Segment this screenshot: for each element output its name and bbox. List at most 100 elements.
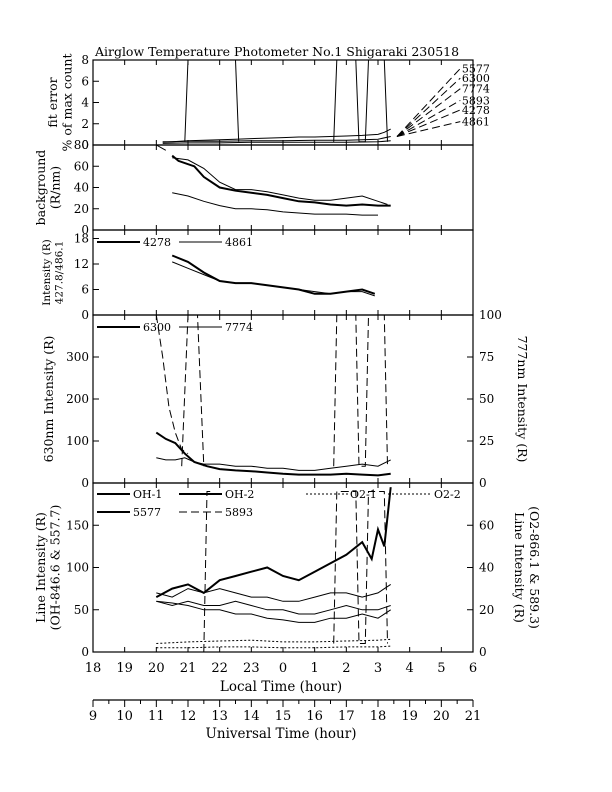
red-legend: 6300 7774 bbox=[97, 321, 253, 334]
red-ytick-right-label-3: 75 bbox=[479, 350, 494, 364]
fit-ytick-label-3: 6 bbox=[81, 74, 89, 88]
line-legend-label-5: 5577 bbox=[133, 506, 161, 519]
fit-ytick-label-1: 2 bbox=[81, 117, 89, 131]
line-ylabel-right: Line Intensity (R) bbox=[512, 512, 527, 623]
background-ytick-label-3: 60 bbox=[74, 159, 89, 173]
line-series-1-line bbox=[155, 487, 392, 598]
fit-fan-label-6: 4861 bbox=[462, 116, 490, 129]
red-series-1-line bbox=[155, 431, 391, 477]
line-ylabel-right-sub: (O2-866.1 & 589.3) bbox=[527, 506, 542, 629]
fit-ylabel-sub: % of max count bbox=[60, 54, 75, 152]
fit-fan-label-1: 5577 bbox=[462, 63, 490, 76]
fit-ytick-label-4: 8 bbox=[81, 53, 89, 67]
line-ytick-right-label-2: 40 bbox=[479, 561, 494, 575]
line-ytick-right-label-3: 60 bbox=[479, 518, 494, 532]
local-time-axis: 18 19 20 21 22 23 0 1 2 3 4 5 6 bbox=[85, 661, 477, 676]
ratio-ylabel-sub: 427.8/486.1 bbox=[54, 241, 66, 305]
local-time-axis-label: Local Time (hour) bbox=[220, 679, 342, 695]
fit-series-3-line bbox=[162, 140, 391, 144]
fit-series-1-line bbox=[162, 128, 391, 143]
fit-fan-label-2: 6300 bbox=[462, 72, 490, 85]
line-ytick-label-2: 100 bbox=[66, 561, 89, 575]
ut-tick-label-8: 17 bbox=[338, 709, 355, 724]
fit-fan-series-5-line bbox=[396, 109, 461, 137]
red-series bbox=[155, 315, 391, 477]
fit-fan-label-4: 5893 bbox=[462, 94, 490, 107]
fit-series-4-line bbox=[184, 60, 240, 142]
red-legend-label-2: 7774 bbox=[225, 321, 253, 334]
fit-fan-series-4-line bbox=[396, 99, 461, 137]
line-ytick-right-label-0: 0 bbox=[479, 645, 487, 659]
background-frame bbox=[92, 144, 474, 231]
local-tick-label-3: 21 bbox=[180, 661, 197, 676]
local-tick-label-1: 19 bbox=[116, 661, 133, 676]
ut-tick-label-3: 12 bbox=[180, 709, 197, 724]
panel-fit: 0 2 4 6 8 fit error% of max count 557763007774… bbox=[45, 53, 490, 159]
ut-tick-label-1: 10 bbox=[116, 709, 133, 724]
red-ytick-right-label-2: 50 bbox=[479, 392, 494, 406]
ratio-series bbox=[171, 254, 376, 297]
ratio-legend-label-2: 4861 bbox=[225, 236, 253, 249]
red-series-3-line bbox=[155, 315, 189, 455]
fit-series bbox=[162, 60, 393, 159]
ut-tick-label-2: 11 bbox=[148, 709, 165, 724]
ut-tick-label-5: 14 bbox=[243, 709, 260, 724]
line-legend: OH-1 OH-2 O2-1 O2-2 5577 5893 bbox=[97, 488, 461, 519]
panel-background: 0 20 40 60 80 background (R/nm) bbox=[33, 138, 474, 237]
background-series-3-line bbox=[172, 192, 378, 216]
fit-fan-label-3: 7774 bbox=[462, 83, 490, 96]
ut-tick-label-12: 21 bbox=[465, 709, 482, 724]
red-legend-label-1: 6300 bbox=[143, 321, 171, 334]
ut-tick-label-11: 20 bbox=[433, 709, 450, 724]
fit-fan-series-2-line bbox=[396, 77, 461, 137]
line-legend-label-2: OH-2 bbox=[225, 488, 254, 501]
chart-title: Airglow Temperature Photometer No.1 Shig… bbox=[94, 44, 459, 59]
line-series-7-line bbox=[203, 491, 211, 652]
line-legend-label-4: O2-2 bbox=[434, 488, 461, 501]
fit-fan-series-1-line bbox=[396, 68, 461, 137]
line-series-2-line bbox=[156, 583, 391, 602]
red-ytick-right-label-4: 100 bbox=[479, 308, 502, 322]
fit-ytick-label-0: 0 bbox=[81, 138, 89, 152]
line-legend-label-3: O2-1 bbox=[350, 488, 377, 501]
local-tick-label-6: 0 bbox=[279, 661, 287, 676]
background-series bbox=[156, 145, 391, 216]
red-ytick-label-0: 0 bbox=[81, 476, 89, 490]
local-tick-label-2: 20 bbox=[148, 661, 165, 676]
ratio-legend-label-1: 4278 bbox=[143, 236, 171, 249]
local-tick-label-11: 5 bbox=[437, 661, 445, 676]
fit-fan-series-3-line bbox=[396, 88, 461, 137]
fit-series-2-line bbox=[162, 136, 391, 143]
ut-tick-label-10: 19 bbox=[401, 709, 418, 724]
panel-ratio: 0 6 12 18 Intensity (R) 427.8/486.1 4278 4861 bbox=[41, 229, 474, 322]
local-tick-label-0: 18 bbox=[85, 661, 102, 676]
ratio-ytick-label-3: 18 bbox=[74, 232, 89, 246]
line-ytick-label-3: 150 bbox=[66, 518, 89, 532]
background-ytick-label-0: 0 bbox=[81, 223, 89, 237]
ratio-ytick-label-2: 12 bbox=[74, 257, 89, 271]
background-series-4-line bbox=[156, 145, 167, 151]
background-series-1-line bbox=[171, 154, 391, 207]
ut-tick-label-7: 16 bbox=[306, 709, 323, 724]
fit-series-5-line bbox=[333, 60, 388, 143]
local-tick-label-9: 3 bbox=[374, 661, 382, 676]
red-ytick-right-label-0: 0 bbox=[479, 476, 487, 490]
red-series-4-line bbox=[181, 315, 205, 467]
fit-series-6-line bbox=[388, 150, 393, 159]
line-series-8-line bbox=[333, 491, 388, 644]
ratio-ytick-label-1: 6 bbox=[81, 283, 89, 297]
ratio-ytick-label-0: 0 bbox=[81, 308, 89, 322]
ratio-legend: 4278 4861 bbox=[97, 236, 253, 249]
red-ytick-right-label-1: 25 bbox=[479, 434, 494, 448]
background-ytick-label-4: 80 bbox=[74, 138, 89, 152]
line-ytick-label-1: 50 bbox=[74, 603, 89, 617]
background-ytick-label-2: 40 bbox=[74, 181, 89, 195]
red-series-5-line bbox=[333, 315, 388, 467]
line-legend-label-6: 5893 bbox=[225, 506, 253, 519]
line-ylabel-sub: (OH-846.6 & 557.7) bbox=[48, 505, 63, 631]
fit-ylabel: fit error bbox=[45, 77, 60, 127]
red-ytick-label-1: 100 bbox=[66, 434, 89, 448]
